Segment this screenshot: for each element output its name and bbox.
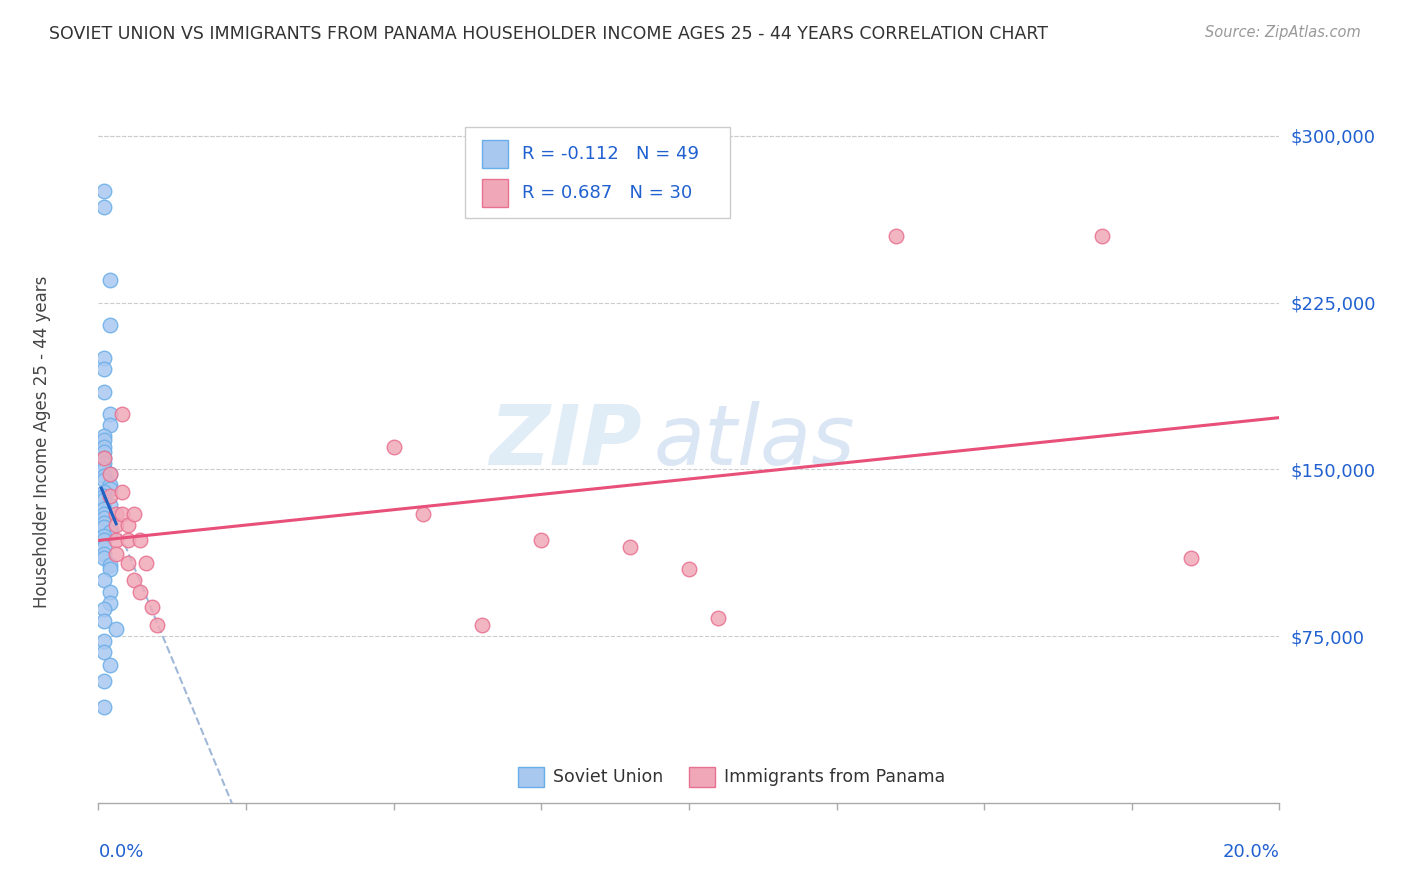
Point — [117, 533, 139, 548]
Point — [98, 478, 121, 492]
Point — [98, 558, 121, 572]
Point — [93, 529, 115, 543]
Point — [93, 547, 115, 561]
Point — [93, 484, 115, 499]
Point — [93, 474, 115, 488]
Point — [619, 540, 641, 554]
Point — [93, 673, 115, 688]
FancyBboxPatch shape — [482, 179, 508, 207]
Point — [93, 489, 115, 503]
Point — [117, 556, 139, 570]
Point — [93, 520, 115, 534]
Point — [128, 584, 150, 599]
Point — [93, 551, 115, 566]
Text: Source: ZipAtlas.com: Source: ZipAtlas.com — [1205, 25, 1361, 40]
Point — [98, 483, 121, 497]
Point — [98, 467, 121, 481]
Text: 20.0%: 20.0% — [1223, 843, 1279, 861]
Point — [98, 584, 121, 599]
Point — [93, 434, 115, 448]
Point — [93, 440, 115, 454]
Point — [93, 602, 115, 616]
Point — [93, 614, 115, 628]
Text: Householder Income Ages 25 - 44 years: Householder Income Ages 25 - 44 years — [32, 276, 51, 607]
Point — [678, 562, 700, 576]
Point — [105, 533, 128, 548]
Point — [93, 451, 115, 466]
Point — [117, 517, 139, 532]
Point — [471, 618, 494, 632]
Point — [128, 533, 150, 548]
Point — [111, 407, 134, 421]
Text: Soviet Union: Soviet Union — [553, 768, 664, 786]
Text: R = -0.112   N = 49: R = -0.112 N = 49 — [523, 145, 699, 163]
FancyBboxPatch shape — [689, 767, 714, 787]
Point — [93, 462, 115, 476]
Point — [122, 574, 145, 588]
Point — [93, 444, 115, 458]
Point — [105, 547, 128, 561]
Point — [105, 517, 128, 532]
Point — [146, 618, 169, 632]
Text: 0.0%: 0.0% — [98, 843, 143, 861]
Text: ZIP: ZIP — [489, 401, 641, 482]
Point — [111, 484, 134, 499]
Point — [93, 200, 115, 214]
Point — [105, 507, 128, 521]
FancyBboxPatch shape — [482, 140, 508, 168]
Point — [98, 467, 121, 481]
Point — [98, 498, 121, 512]
Point — [122, 507, 145, 521]
Point — [93, 633, 115, 648]
Point — [93, 540, 115, 554]
Point — [98, 489, 121, 503]
Point — [93, 493, 115, 508]
Point — [93, 700, 115, 714]
Point — [93, 429, 115, 443]
Point — [105, 623, 128, 637]
Point — [93, 451, 115, 466]
Point — [98, 596, 121, 610]
Point — [98, 407, 121, 421]
Point — [93, 185, 115, 199]
Point — [93, 362, 115, 376]
Point — [93, 384, 115, 399]
Point — [93, 516, 115, 530]
Point — [93, 351, 115, 366]
Text: SOVIET UNION VS IMMIGRANTS FROM PANAMA HOUSEHOLDER INCOME AGES 25 - 44 YEARS COR: SOVIET UNION VS IMMIGRANTS FROM PANAMA H… — [49, 25, 1049, 43]
Point — [98, 417, 121, 432]
Point — [93, 456, 115, 470]
Text: atlas: atlas — [654, 401, 855, 482]
Point — [530, 533, 553, 548]
Text: R = 0.687   N = 30: R = 0.687 N = 30 — [523, 184, 693, 202]
Point — [98, 318, 121, 332]
Point — [98, 657, 121, 672]
FancyBboxPatch shape — [464, 128, 730, 218]
Point — [382, 440, 405, 454]
Point — [1180, 551, 1202, 566]
Point — [98, 524, 121, 539]
Point — [98, 273, 121, 287]
FancyBboxPatch shape — [517, 767, 544, 787]
Point — [707, 611, 730, 625]
Point — [98, 562, 121, 576]
Point — [93, 502, 115, 516]
Point — [93, 511, 115, 525]
Point — [93, 507, 115, 521]
Point — [1091, 228, 1114, 243]
Point — [93, 574, 115, 588]
Point — [412, 507, 434, 521]
Point — [135, 556, 157, 570]
Point — [93, 645, 115, 659]
Point — [141, 600, 163, 615]
Text: Immigrants from Panama: Immigrants from Panama — [724, 768, 946, 786]
Point — [884, 228, 907, 243]
Point — [93, 533, 115, 548]
Point — [111, 507, 134, 521]
Point — [93, 469, 115, 483]
